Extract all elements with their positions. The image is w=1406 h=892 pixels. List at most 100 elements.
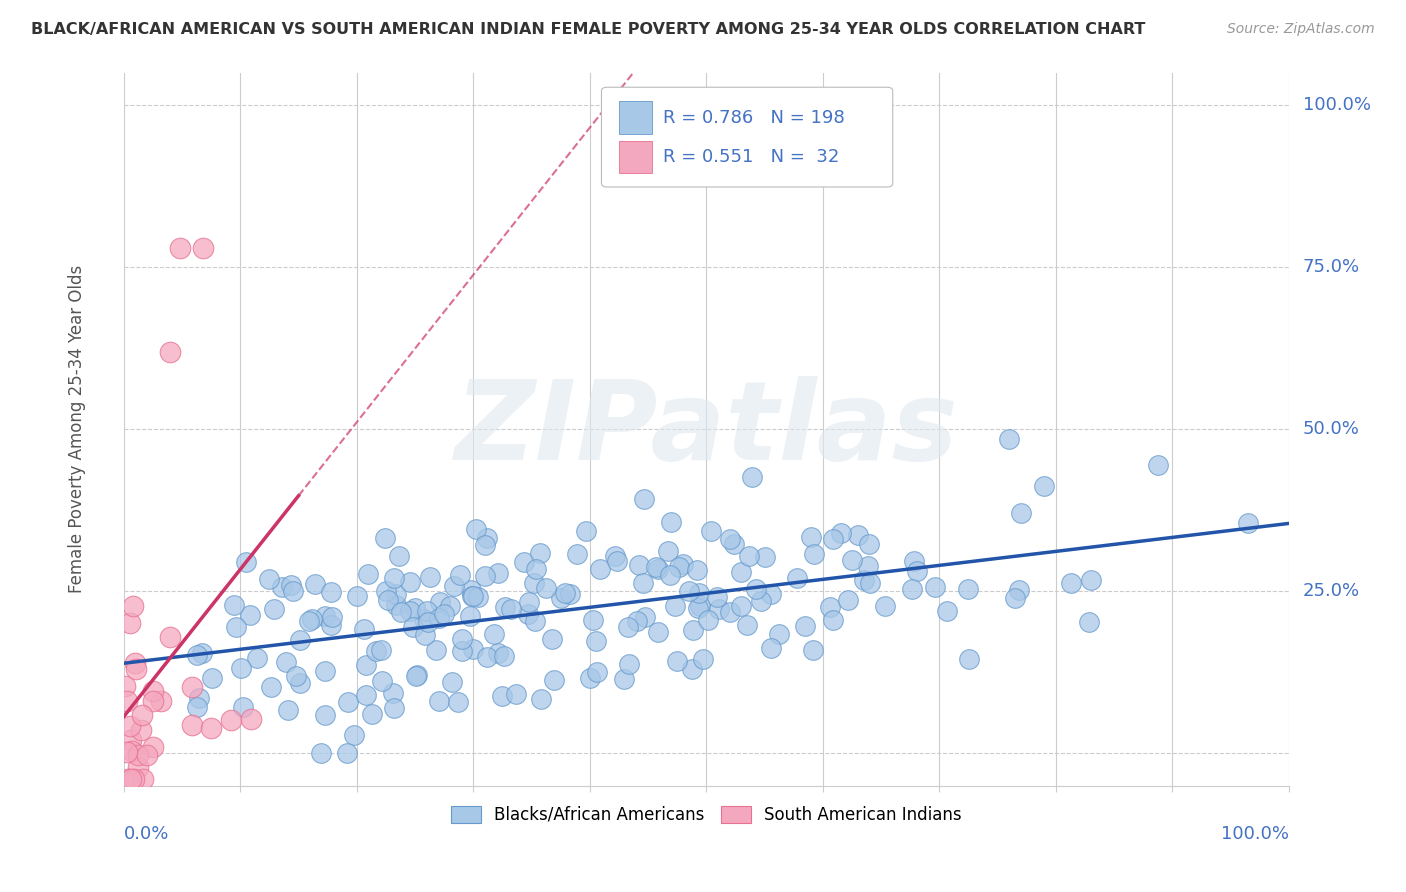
Point (304, 577, 326, 591)
Point (374, 531, 396, 545)
Point (803, 547, 825, 561)
Point (382, 571, 405, 585)
Point (830, 526, 852, 541)
Point (692, 652, 714, 666)
Point (405, 669, 427, 683)
Point (901, 582, 924, 597)
Point (664, 599, 686, 613)
Point (759, 641, 782, 656)
Point (364, 644, 387, 658)
Point (486, 646, 509, 660)
Point (475, 532, 498, 546)
Point (575, 524, 598, 539)
Point (681, 663, 703, 677)
Point (433, 607, 456, 621)
Point (475, 650, 498, 665)
Point (875, 599, 897, 613)
Point (474, 538, 496, 552)
Point (613, 672, 636, 686)
Text: 75.0%: 75.0% (1303, 259, 1360, 277)
Point (529, 691, 551, 706)
Text: R = 0.551   N =  32: R = 0.551 N = 32 (664, 148, 839, 166)
Point (115, 694, 138, 708)
FancyBboxPatch shape (602, 87, 893, 187)
Point (353, 623, 375, 637)
Point (505, 687, 527, 701)
Point (718, 532, 741, 546)
Point (524, 562, 547, 576)
Point (298, 614, 321, 628)
Text: Female Poverty Among 25-34 Year Olds: Female Poverty Among 25-34 Year Olds (69, 265, 86, 593)
Point (820, 599, 842, 614)
Point (474, 569, 496, 583)
Point (276, 655, 298, 669)
Point (554, 586, 576, 600)
Point (114, 679, 136, 693)
Point (633, 491, 655, 506)
Point (142, 740, 165, 755)
Point (239, 607, 262, 622)
Point (678, 583, 700, 598)
Text: ZIPatlas: ZIPatlas (454, 376, 959, 483)
Point (543, 673, 565, 688)
Point (290, 675, 312, 690)
Point (169, 241, 191, 255)
Point (588, 561, 610, 575)
Point (127, 760, 149, 774)
Point (221, 713, 243, 727)
Point (388, 549, 411, 563)
Point (494, 648, 516, 663)
Point (924, 580, 946, 594)
Point (200, 722, 222, 736)
Point (658, 567, 681, 582)
Point (1078, 615, 1101, 630)
Point (647, 561, 669, 575)
Point (529, 546, 551, 560)
Point (499, 602, 522, 616)
Point (120, 733, 142, 747)
Point (1147, 458, 1170, 472)
Point (239, 712, 262, 726)
Point (443, 579, 465, 593)
Point (1004, 591, 1026, 606)
Point (425, 643, 447, 657)
Point (131, 708, 153, 723)
Point (321, 610, 343, 624)
Point (803, 642, 825, 657)
Point (385, 598, 408, 612)
Point (696, 613, 718, 627)
Point (585, 665, 607, 680)
Point (737, 549, 759, 563)
Point (617, 620, 640, 634)
Point (125, 663, 148, 677)
Point (491, 689, 513, 703)
Point (191, 241, 214, 255)
Point (375, 583, 398, 598)
Point (429, 595, 451, 609)
Point (451, 644, 474, 658)
Point (427, 694, 450, 708)
Point (1032, 478, 1054, 492)
Point (229, 661, 252, 675)
Point (377, 592, 399, 607)
Point (759, 587, 782, 601)
Point (314, 664, 336, 678)
Point (644, 560, 666, 574)
Point (786, 571, 808, 585)
Point (120, 719, 142, 733)
Point (957, 652, 980, 666)
Point (735, 618, 758, 632)
Text: Source: ZipAtlas.com: Source: ZipAtlas.com (1227, 22, 1375, 37)
Point (361, 706, 384, 721)
Point (117, 745, 139, 759)
Point (1237, 516, 1260, 530)
Point (858, 537, 880, 551)
Point (1060, 575, 1083, 590)
Text: 100.0%: 100.0% (1220, 825, 1289, 843)
Point (232, 700, 254, 714)
Point (565, 547, 588, 561)
Point (903, 554, 925, 568)
Point (768, 627, 790, 641)
Text: 100.0%: 100.0% (1303, 96, 1371, 114)
Point (413, 612, 436, 626)
